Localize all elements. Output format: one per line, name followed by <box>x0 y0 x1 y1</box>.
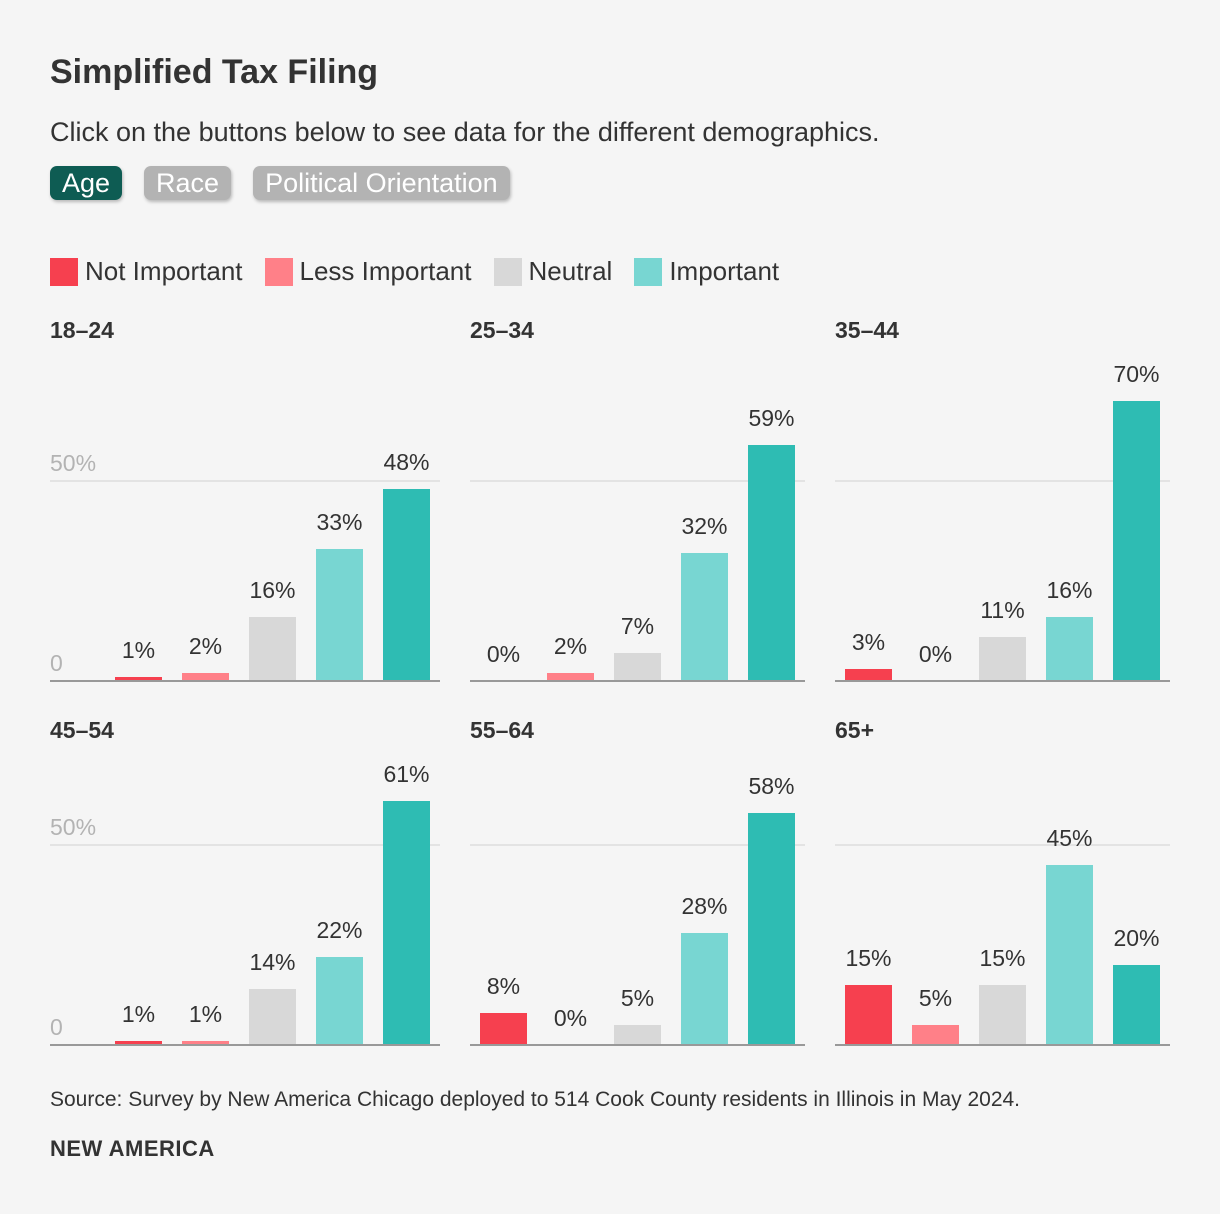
bar <box>249 989 296 1045</box>
bar <box>1113 965 1160 1045</box>
data-label: 0% <box>919 641 952 667</box>
legend-item-important: Important <box>634 256 779 287</box>
bar <box>681 553 728 681</box>
data-label: 15% <box>845 945 891 971</box>
data-label: 0% <box>487 641 520 667</box>
data-label: 59% <box>748 405 794 431</box>
source-note: Source: Survey by New America Chicago de… <box>50 1088 1021 1111</box>
data-label: 1% <box>122 1001 155 1027</box>
panel-title: 45–54 <box>50 717 114 743</box>
panel-title: 18–24 <box>50 317 114 343</box>
chart-title: Simplified Tax Filing <box>50 53 379 91</box>
legend-item-neutral: Neutral <box>493 256 613 287</box>
legend-item-less-important: Less Important <box>264 256 472 287</box>
bar <box>1046 865 1093 1045</box>
legend: Not Important Less Important Neutral Imp… <box>50 256 801 287</box>
age-button[interactable]: Age <box>50 166 123 200</box>
panel-title: 35–44 <box>835 317 899 343</box>
data-label: 45% <box>1046 825 1092 851</box>
bar <box>316 549 363 681</box>
bar <box>845 985 892 1045</box>
bar <box>1113 401 1160 681</box>
panel-title: 25–34 <box>470 317 534 343</box>
bar <box>316 957 363 1045</box>
bar <box>979 637 1026 681</box>
bar <box>182 1041 229 1045</box>
bar <box>748 445 795 681</box>
legend-label: Not Important <box>85 256 243 286</box>
y-tick-label: 50% <box>50 450 96 476</box>
data-label: 7% <box>621 613 654 639</box>
bar <box>182 673 229 681</box>
bar <box>681 933 728 1045</box>
bar <box>1046 617 1093 681</box>
bar <box>912 1025 959 1045</box>
legend-swatch <box>264 257 293 286</box>
data-label: 32% <box>681 513 727 539</box>
y-tick-label: 0 <box>50 1014 63 1040</box>
data-label: 16% <box>1046 577 1092 603</box>
race-button[interactable]: Race <box>144 166 232 200</box>
data-label: 11% <box>980 597 1024 623</box>
data-label: 22% <box>316 917 362 943</box>
data-label: 70% <box>1113 361 1159 387</box>
data-label: 2% <box>189 633 222 659</box>
legend-swatch <box>634 257 663 286</box>
data-label: 20% <box>1113 925 1159 951</box>
data-label: 16% <box>249 577 295 603</box>
bar <box>115 677 162 681</box>
y-tick-label: 50% <box>50 814 96 840</box>
panel-title: 55–64 <box>470 717 534 743</box>
legend-item-not-important: Not Important <box>50 256 243 287</box>
data-label: 28% <box>681 893 727 919</box>
data-label: 3% <box>852 629 885 655</box>
legend-swatch <box>50 257 78 286</box>
bar <box>547 673 594 681</box>
bar <box>383 801 430 1045</box>
political-orientation-button[interactable]: Political Orientation <box>253 166 510 200</box>
data-label: 14% <box>249 949 295 975</box>
brand-logo-text: NEW AMERICA <box>50 1136 215 1161</box>
data-label: 33% <box>316 509 362 535</box>
bar <box>249 617 296 681</box>
bar <box>614 653 661 681</box>
data-label: 48% <box>383 449 429 475</box>
data-label: 1% <box>189 1001 222 1027</box>
data-label: 58% <box>748 773 794 799</box>
demographic-buttons: Age Race Political Orientation <box>50 166 532 200</box>
data-label: 5% <box>621 985 654 1011</box>
bar <box>845 669 892 681</box>
data-label: 61% <box>383 761 429 787</box>
data-label: 2% <box>554 633 587 659</box>
legend-label: Important <box>669 256 780 286</box>
bar <box>383 489 430 681</box>
chart-subtitle: Click on the buttons below to see data f… <box>50 117 880 147</box>
data-label: 0% <box>554 1005 587 1031</box>
legend-label: Neutral <box>528 256 613 286</box>
y-tick-label: 0 <box>50 650 63 676</box>
bar <box>614 1025 661 1045</box>
data-label: 1% <box>122 637 155 663</box>
bar <box>115 1041 162 1045</box>
bar <box>748 813 795 1045</box>
legend-swatch <box>493 257 522 286</box>
panel-title: 65+ <box>835 717 874 743</box>
bar <box>480 1013 527 1045</box>
data-label: 5% <box>919 985 952 1011</box>
data-label: 15% <box>979 945 1025 971</box>
legend-label: Less Important <box>299 256 472 286</box>
bar <box>979 985 1026 1045</box>
data-label: 8% <box>487 973 520 999</box>
